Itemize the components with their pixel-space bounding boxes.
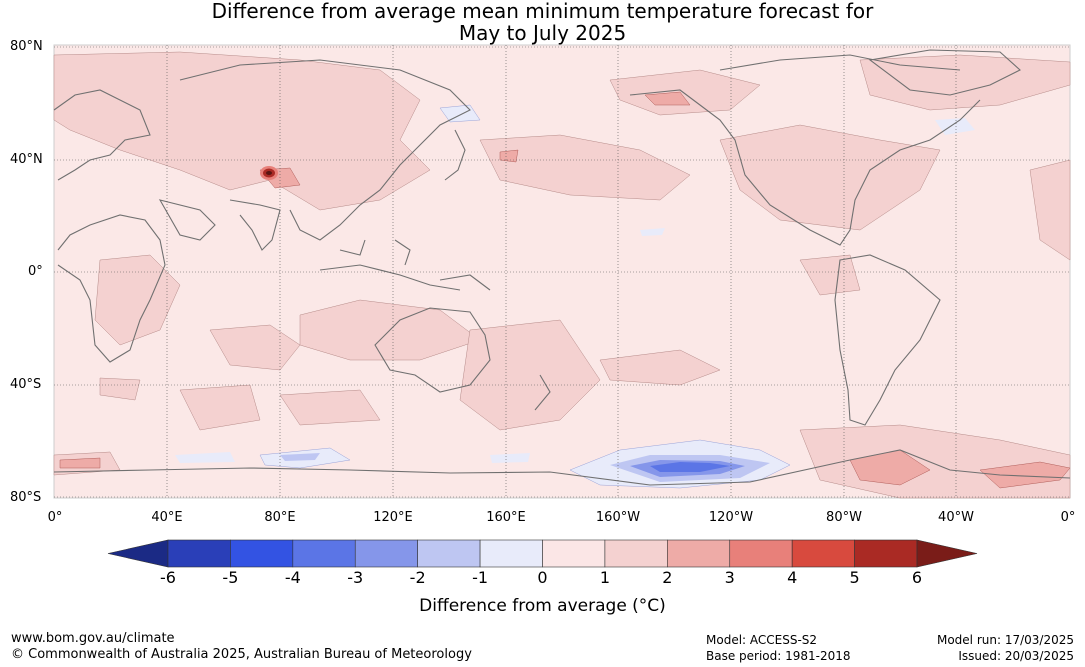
lon-label-160w: 160°W [595, 510, 641, 525]
colorbar-tick-label: -5 [222, 568, 239, 587]
map-title-line1: Difference from average mean minimum tem… [211, 0, 874, 23]
lon-label-40w: 40°W [938, 510, 974, 525]
colorbar-segment [604, 539, 668, 568]
lon-label-40e: 40°E [151, 510, 183, 525]
colorbar-segment [167, 539, 231, 568]
colorbar-segment [479, 539, 543, 568]
lon-label-80w: 80°W [826, 510, 862, 525]
colorbar-extend-high [916, 539, 978, 568]
colorbar-tick-label: -2 [409, 568, 426, 587]
footer-base-period: Base period: 1981-2018 [706, 649, 851, 663]
lat-label-40s: 40°S [10, 377, 42, 392]
lat-label-80n: 80°N [10, 39, 43, 54]
colorbar-segment [417, 539, 481, 568]
map-title-line2: May to July 2025 [458, 21, 627, 45]
colorbar-segment [230, 539, 294, 568]
colorbar-tick-label: -3 [347, 568, 364, 587]
colorbar-tick-label: 6 [911, 568, 923, 587]
colorbar-segment [791, 539, 855, 568]
colorbar-extend-low [107, 539, 169, 568]
gridlines [54, 45, 1070, 498]
colorbar-label: Difference from average (°C) [419, 596, 666, 616]
lon-label-0: 0° [47, 510, 63, 525]
lon-label-120e: 120°E [373, 510, 413, 525]
footer-url: www.bom.gov.au/climate [11, 631, 175, 646]
colorbar-tick-label: 0 [537, 568, 548, 587]
lat-label-40n: 40°N [10, 152, 43, 167]
colorbar [107, 539, 978, 568]
lat-label-80s: 80°S [10, 490, 42, 505]
colorbar-tick-label: 3 [724, 568, 735, 587]
colorbar-segment [854, 539, 918, 568]
colorbar-tick-label: -4 [284, 568, 301, 587]
colorbar-segment [729, 539, 793, 568]
footer-issued: Issued: 20/03/2025 [958, 649, 1074, 663]
lon-label-160e: 160°E [486, 510, 526, 525]
hot-spot [260, 166, 278, 180]
footer-model-run: Model run: 17/03/2025 [936, 633, 1074, 647]
colorbar-tick-label: 5 [849, 568, 860, 587]
cool-anomaly-areas [175, 104, 975, 489]
footer-model: Model: ACCESS-S2 [706, 633, 818, 647]
lon-label-120w: 120°W [708, 510, 754, 525]
coastlines [53, 49, 1071, 486]
warm-anomaly-areas [53, 51, 1071, 499]
colorbar-segment [667, 539, 731, 568]
colorbar-segment [542, 539, 606, 568]
footer-copyright: © Commonwealth of Australia 2025, Austra… [11, 647, 472, 662]
colorbar-segment [354, 539, 418, 568]
colorbar-tick-label: 4 [787, 568, 798, 587]
lon-label-0-end: 0° [1060, 510, 1076, 525]
lat-label-equator: 0° [28, 264, 43, 279]
colorbar-tick-label: -6 [160, 568, 176, 587]
colorbar-tick-label: 1 [599, 568, 610, 587]
lon-label-80e: 80°E [264, 510, 296, 525]
colorbar-segment [292, 539, 356, 568]
strong-warm-anomaly-areas [59, 91, 1071, 489]
colorbar-tick-label: 2 [662, 568, 673, 587]
colorbar-tick-label: -1 [472, 568, 489, 587]
